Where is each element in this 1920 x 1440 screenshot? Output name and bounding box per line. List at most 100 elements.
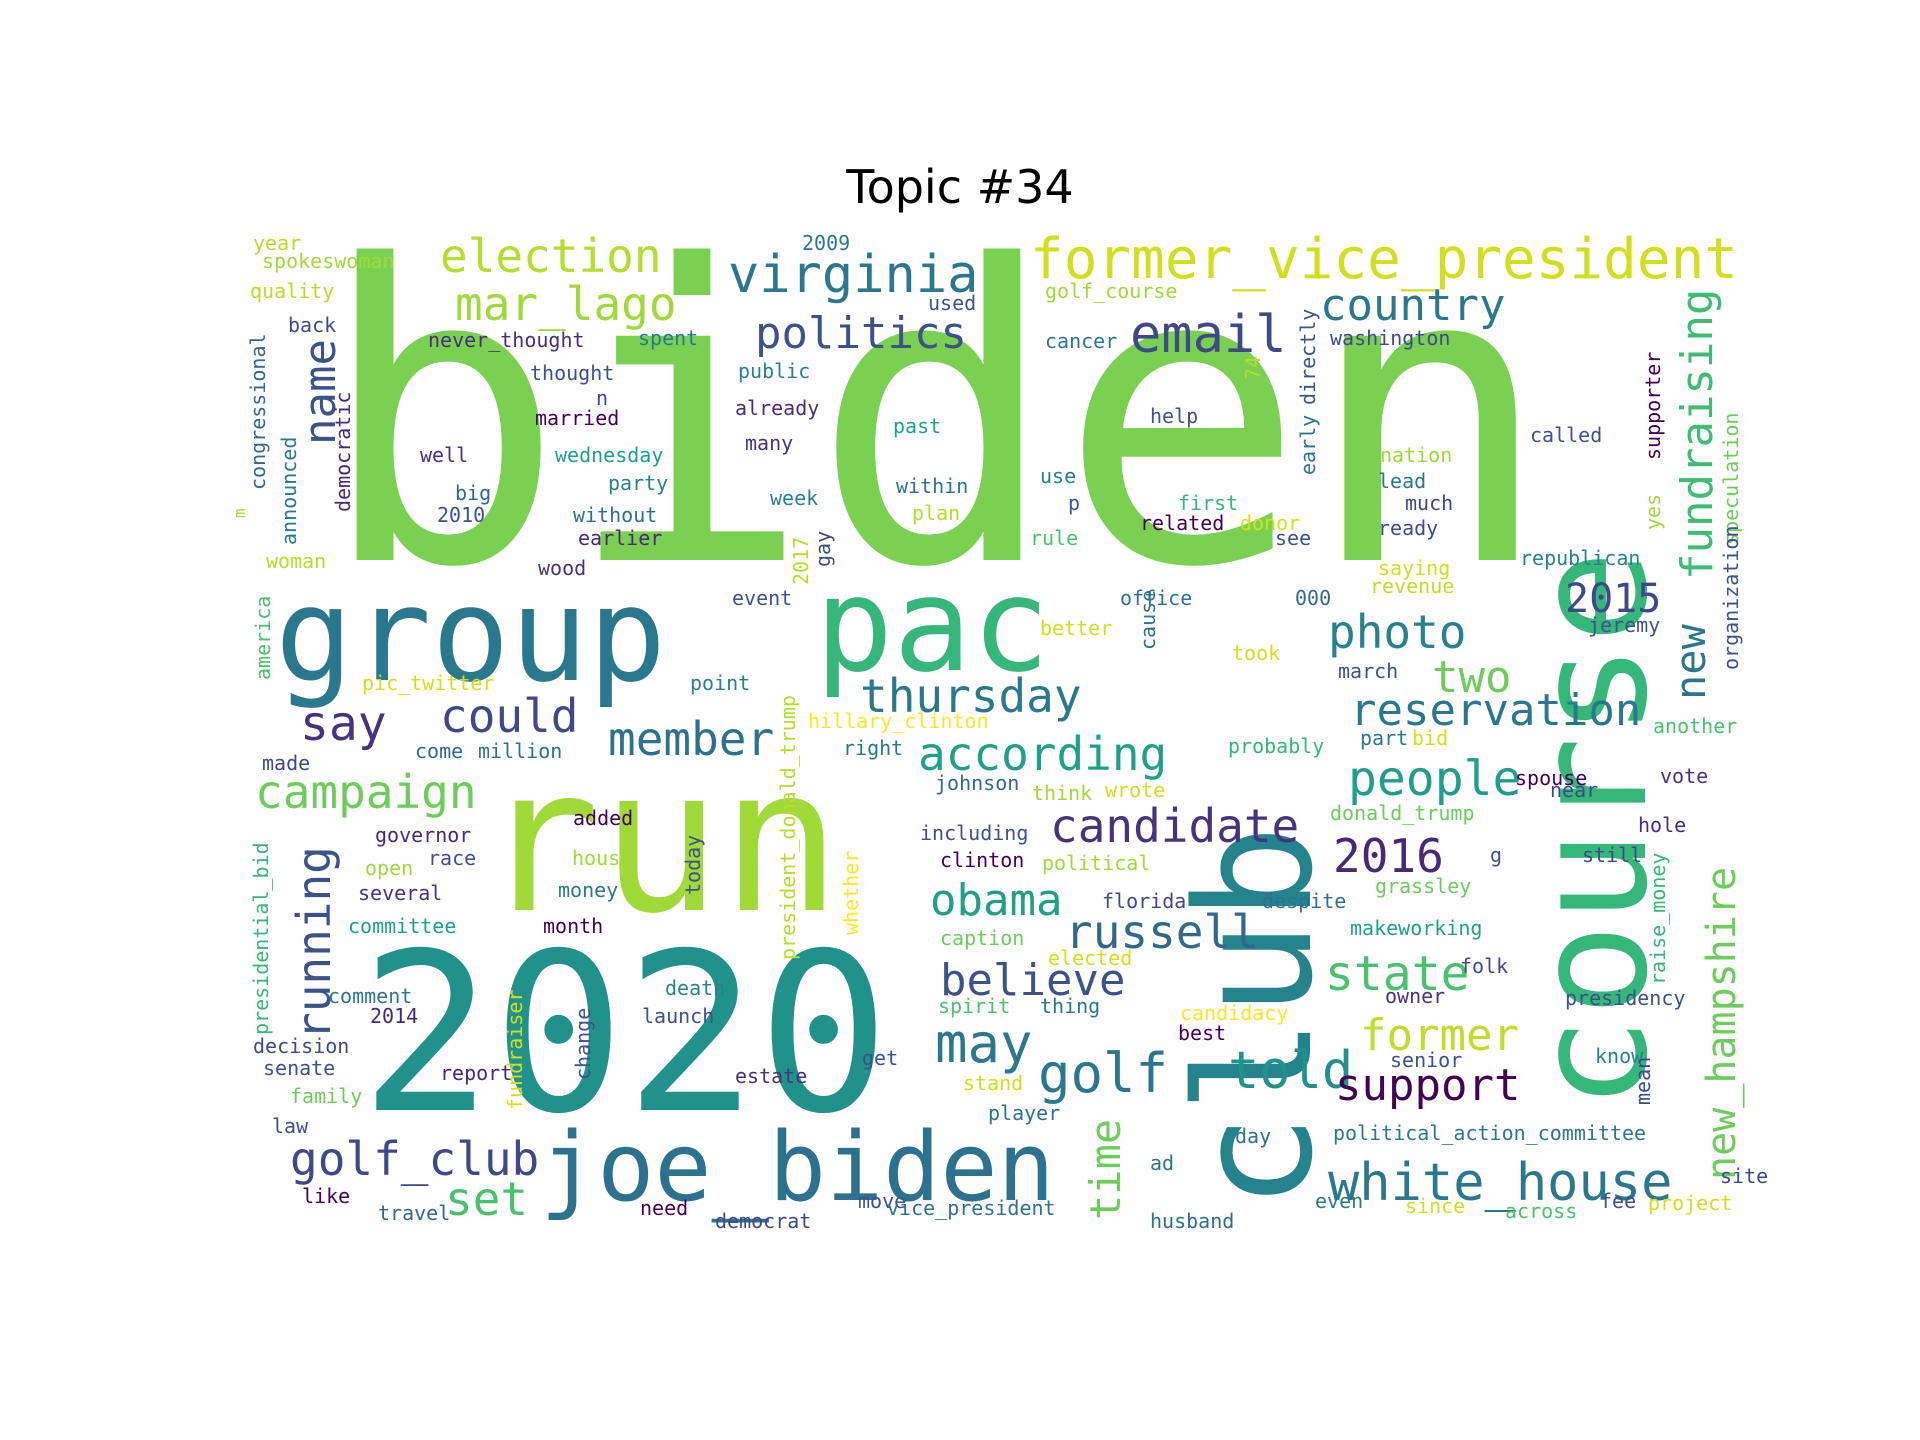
- word-wood: wood: [538, 556, 586, 580]
- word-new: new: [1666, 623, 1715, 700]
- word-back: back: [288, 313, 336, 337]
- word-first: first: [1178, 491, 1238, 515]
- word-death: death: [665, 976, 725, 1000]
- word-race: race: [428, 846, 476, 870]
- word-caption: caption: [940, 926, 1024, 950]
- word-believe: believe: [940, 955, 1125, 1006]
- word-best: best: [1178, 1021, 1226, 1045]
- word-report: report: [440, 1061, 512, 1085]
- word-spent: spent: [638, 326, 698, 350]
- word-presidency: presidency: [1565, 986, 1685, 1010]
- word-think: think: [1032, 781, 1092, 805]
- word-use: use: [1040, 464, 1076, 488]
- word-p: p: [1068, 491, 1080, 515]
- word-state: state: [1325, 946, 1470, 1002]
- word-never-thought: never_thought: [428, 328, 585, 352]
- word-like: like: [302, 1184, 350, 1208]
- word-project: project: [1648, 1191, 1732, 1215]
- word-open: open: [365, 856, 413, 880]
- word-house: house: [572, 846, 632, 870]
- word-gay: gay: [811, 531, 835, 567]
- word-nation: nation: [1380, 443, 1452, 467]
- word-2020: 2020: [360, 906, 890, 1162]
- word-democratic: democratic: [331, 392, 355, 512]
- word-donald-trump: donald_trump: [1330, 801, 1475, 825]
- word-event: event: [732, 586, 792, 610]
- word-ready: ready: [1378, 516, 1438, 540]
- word-vice-president: vice_president: [887, 1196, 1056, 1220]
- word-site: site: [1720, 1164, 1768, 1188]
- word-jeremy: jeremy: [1588, 613, 1660, 637]
- word-today: today: [681, 835, 705, 895]
- word-elected: elected: [1048, 946, 1132, 970]
- word-2016: 2016: [1333, 829, 1444, 883]
- word-big: big: [455, 481, 491, 505]
- word-florida: florida: [1102, 889, 1186, 913]
- word-n: n: [596, 386, 608, 410]
- word-part: part: [1360, 726, 1408, 750]
- word-several: several: [358, 881, 442, 905]
- word-democrat: democrat: [715, 1209, 811, 1233]
- word-quality: quality: [250, 279, 334, 303]
- word-travel: travel: [378, 1201, 450, 1225]
- word-law: law: [272, 1114, 309, 1138]
- word-probably: probably: [1228, 734, 1324, 758]
- word-speculation: speculation: [1719, 413, 1743, 545]
- word-made: made: [262, 751, 310, 775]
- word-photo: photo: [1328, 605, 1466, 659]
- word-need: need: [640, 1196, 688, 1220]
- word-help: help: [1150, 404, 1198, 428]
- word-decision: decision: [253, 1034, 349, 1058]
- word-reservation: reservation: [1350, 685, 1641, 736]
- word-former: former: [1360, 1010, 1519, 1061]
- word-raise-money: raise_money: [1646, 853, 1670, 985]
- word-member: member: [608, 712, 774, 766]
- word-better: better: [1040, 616, 1112, 640]
- word-course: course: [1501, 550, 1682, 1110]
- word-thing: thing: [1040, 994, 1100, 1018]
- word-stand: stand: [963, 1071, 1023, 1095]
- word-took: took: [1232, 641, 1280, 665]
- word-folk: folk: [1460, 954, 1508, 978]
- word-fee: fee: [1600, 1189, 1636, 1213]
- word-within: within: [896, 474, 968, 498]
- word-still: still: [1582, 843, 1642, 867]
- word-group: group: [275, 559, 666, 711]
- word-washington: washington: [1330, 326, 1450, 350]
- word-say: say: [300, 696, 387, 752]
- word-political-action-committee: political_action_committee: [1333, 1121, 1646, 1145]
- word-running: running: [287, 846, 341, 1040]
- word-used: used: [928, 291, 976, 315]
- word-know: know: [1595, 1044, 1644, 1068]
- word-announced: announced: [277, 437, 301, 545]
- word-right: right: [843, 736, 903, 760]
- word-fundraiser: fundraiser: [503, 990, 527, 1110]
- word-republican: republican: [1520, 546, 1640, 570]
- word-public: public: [738, 359, 810, 383]
- word-time: time: [1081, 1119, 1130, 1220]
- word-added: added: [573, 806, 633, 830]
- word-married: married: [535, 406, 619, 430]
- word-million: million: [478, 739, 562, 763]
- word-golf-club: golf_club: [290, 1132, 539, 1186]
- word-2009: 2009: [802, 231, 850, 255]
- word-obama: obama: [930, 875, 1062, 926]
- word-m: m: [230, 508, 249, 518]
- word-according: according: [918, 727, 1167, 781]
- word-mar-lago: mar_lago: [455, 277, 677, 331]
- word-political: political: [1042, 851, 1150, 875]
- word-told: told: [1228, 1041, 1353, 1101]
- word-across: across: [1505, 1199, 1577, 1223]
- word-bid: bid: [1412, 726, 1448, 750]
- word-despite: despite: [1262, 889, 1346, 913]
- word-white-house: white_house: [1328, 1153, 1672, 1213]
- word-see: see: [1275, 526, 1311, 550]
- word-come: come: [415, 739, 463, 763]
- word-senior: senior: [1390, 1048, 1462, 1072]
- word-thursday: thursday: [860, 669, 1082, 723]
- word-since: since: [1405, 1194, 1465, 1218]
- word-well: well: [420, 443, 468, 467]
- word-election: election: [440, 229, 662, 283]
- word-much: much: [1405, 491, 1453, 515]
- word-past: past: [893, 414, 941, 438]
